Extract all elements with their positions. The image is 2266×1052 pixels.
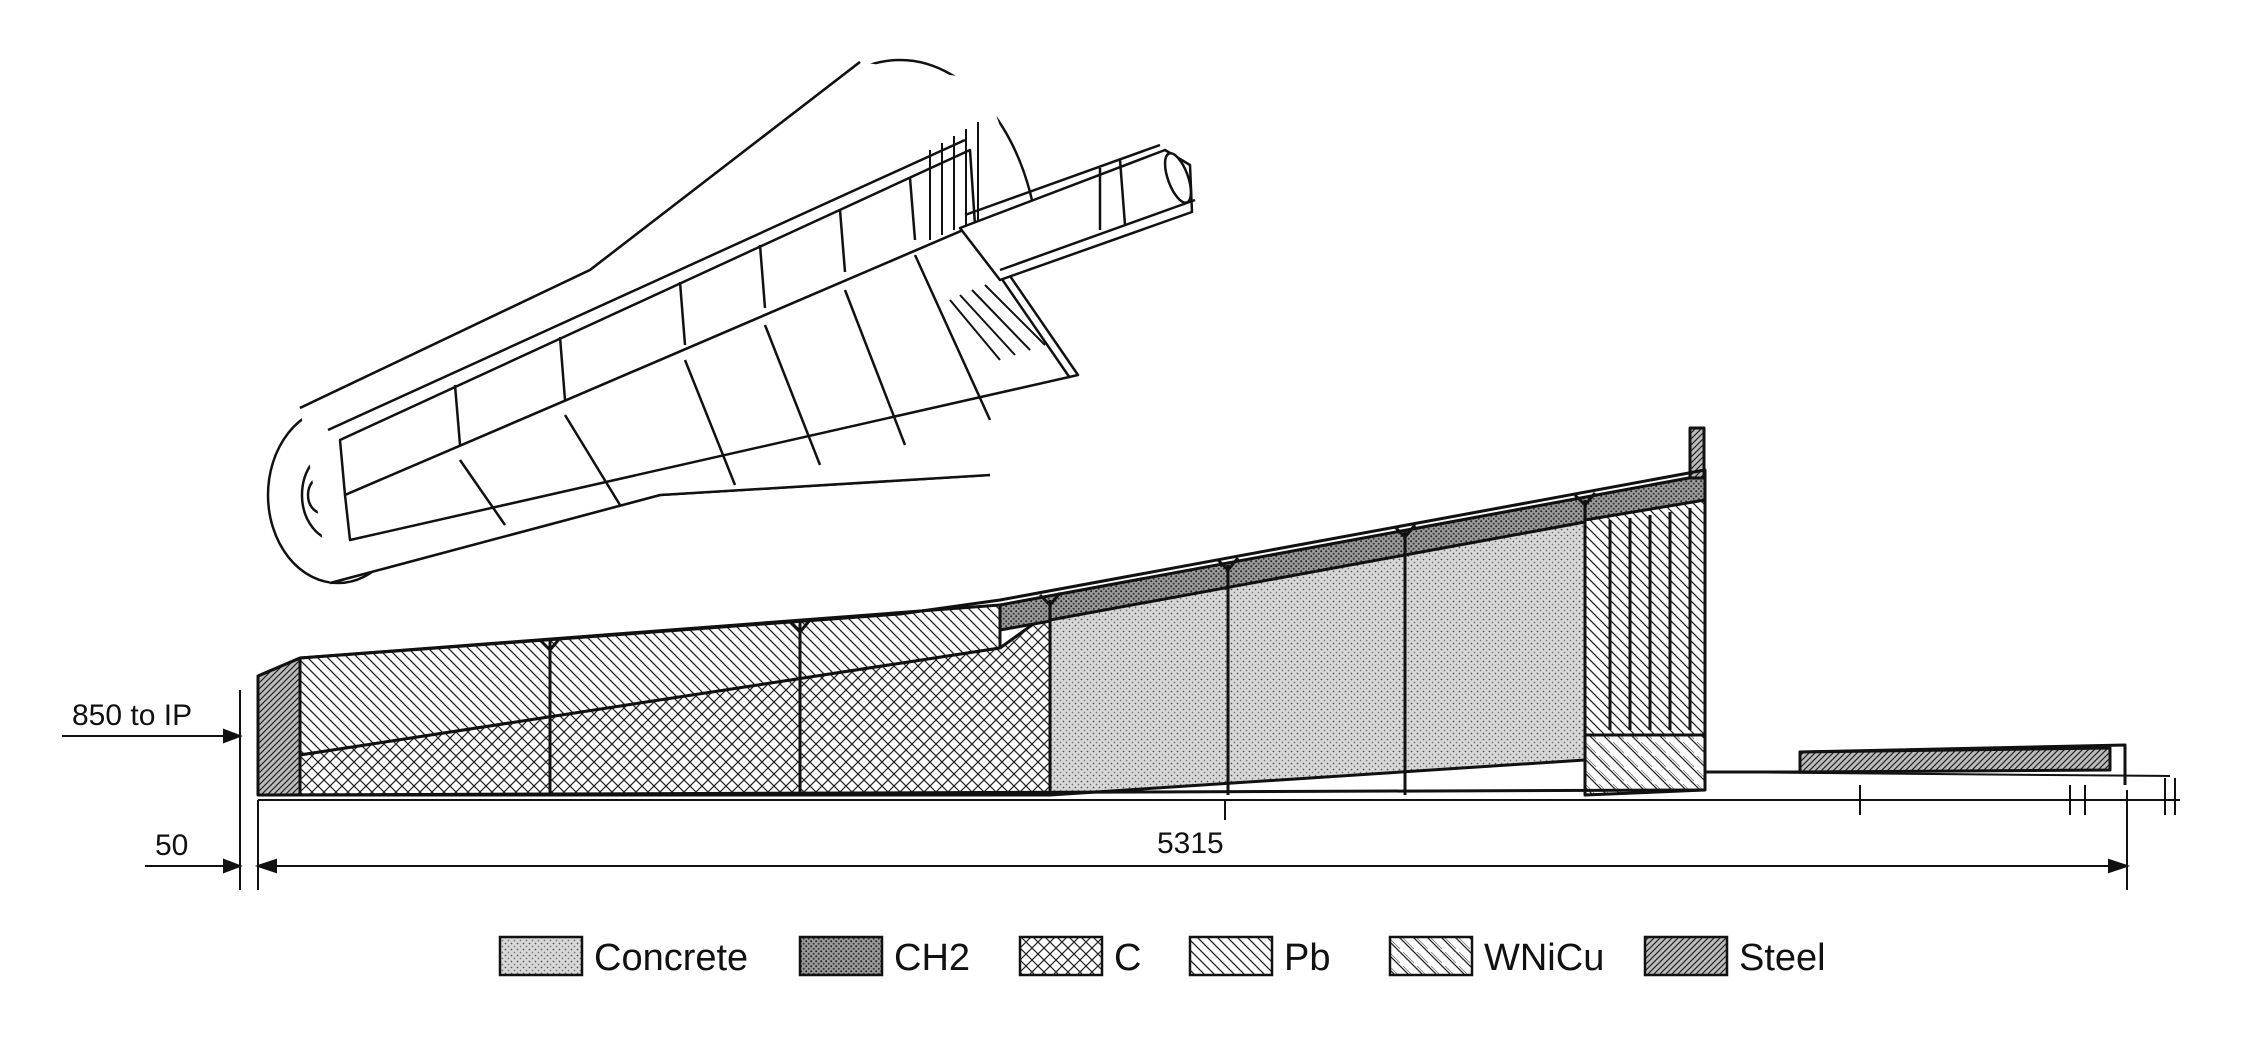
legend-swatch-ch2 — [798, 935, 884, 977]
legend-swatch-concrete — [498, 935, 584, 977]
perspective-view — [266, 58, 1196, 585]
section-rear-plates — [1583, 498, 1707, 737]
legend-label-concrete: Concrete — [594, 937, 748, 979]
rear-hatch — [929, 122, 1046, 361]
section-rear-flange — [1688, 426, 1706, 480]
legend-swatch-wnicu — [1388, 935, 1474, 977]
legend-swatch-steel — [1643, 935, 1729, 977]
offset-dimension-label: 850 to IP — [72, 699, 192, 732]
length-dimension-label: 5315 — [1157, 827, 1224, 860]
section-dividers — [538, 492, 1692, 795]
legend: Concrete CH2 C Pb WNiCu Steel — [498, 935, 1826, 979]
legend-swatch-pb — [1188, 935, 1274, 977]
legend-label-c: C — [1114, 937, 1141, 979]
dimension-lines — [62, 690, 2131, 890]
cutaway-lower-face — [343, 223, 1080, 542]
gap-dimension-label: 50 — [155, 829, 188, 862]
legend-label-ch2: CH2 — [894, 937, 970, 979]
legend-label-pb: Pb — [1284, 937, 1330, 979]
legend-label-wnicu: WNiCu — [1484, 937, 1604, 979]
legend-swatch-c — [1018, 935, 1104, 977]
section-front-cap — [256, 656, 302, 797]
legend-label-steel: Steel — [1739, 937, 1826, 979]
section-wnicu-block — [1583, 733, 1707, 797]
cross-section — [256, 426, 2180, 815]
section-beamline-shield — [1798, 746, 2112, 774]
